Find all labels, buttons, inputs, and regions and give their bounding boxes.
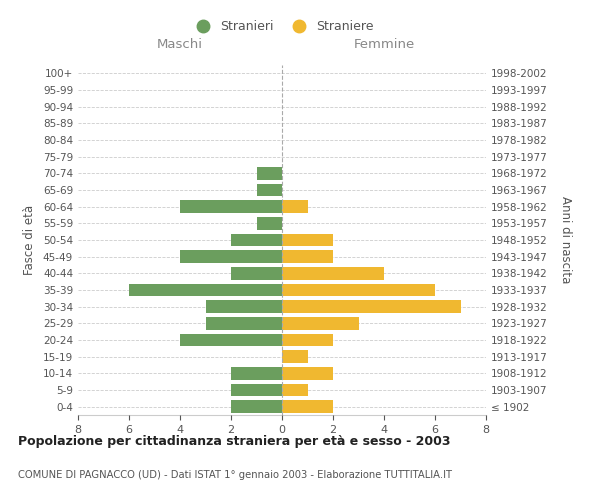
Bar bbox=[231, 234, 282, 246]
Bar bbox=[282, 300, 461, 313]
Bar bbox=[282, 367, 333, 380]
Bar bbox=[180, 200, 282, 213]
Text: Popolazione per cittadinanza straniera per età e sesso - 2003: Popolazione per cittadinanza straniera p… bbox=[18, 435, 451, 448]
Bar bbox=[282, 284, 435, 296]
Bar bbox=[180, 250, 282, 263]
Bar bbox=[180, 334, 282, 346]
Bar bbox=[282, 250, 333, 263]
Bar bbox=[206, 317, 282, 330]
Bar bbox=[282, 400, 333, 413]
Bar bbox=[282, 234, 333, 246]
Text: COMUNE DI PAGNACCO (UD) - Dati ISTAT 1° gennaio 2003 - Elaborazione TUTTITALIA.I: COMUNE DI PAGNACCO (UD) - Dati ISTAT 1° … bbox=[18, 470, 452, 480]
Bar bbox=[231, 400, 282, 413]
Bar bbox=[257, 217, 282, 230]
Bar bbox=[282, 267, 384, 280]
Bar bbox=[282, 350, 308, 363]
Bar bbox=[206, 300, 282, 313]
Legend: Stranieri, Straniere: Stranieri, Straniere bbox=[185, 15, 379, 38]
Bar bbox=[231, 384, 282, 396]
Bar bbox=[282, 200, 308, 213]
Y-axis label: Fasce di età: Fasce di età bbox=[23, 205, 36, 275]
Text: Femmine: Femmine bbox=[353, 38, 415, 51]
Bar bbox=[282, 384, 308, 396]
Bar bbox=[257, 184, 282, 196]
Bar bbox=[282, 317, 359, 330]
Bar bbox=[129, 284, 282, 296]
Bar bbox=[231, 267, 282, 280]
Bar bbox=[282, 334, 333, 346]
Text: Maschi: Maschi bbox=[157, 38, 203, 51]
Y-axis label: Anni di nascita: Anni di nascita bbox=[559, 196, 572, 284]
Bar bbox=[257, 167, 282, 179]
Bar bbox=[231, 367, 282, 380]
